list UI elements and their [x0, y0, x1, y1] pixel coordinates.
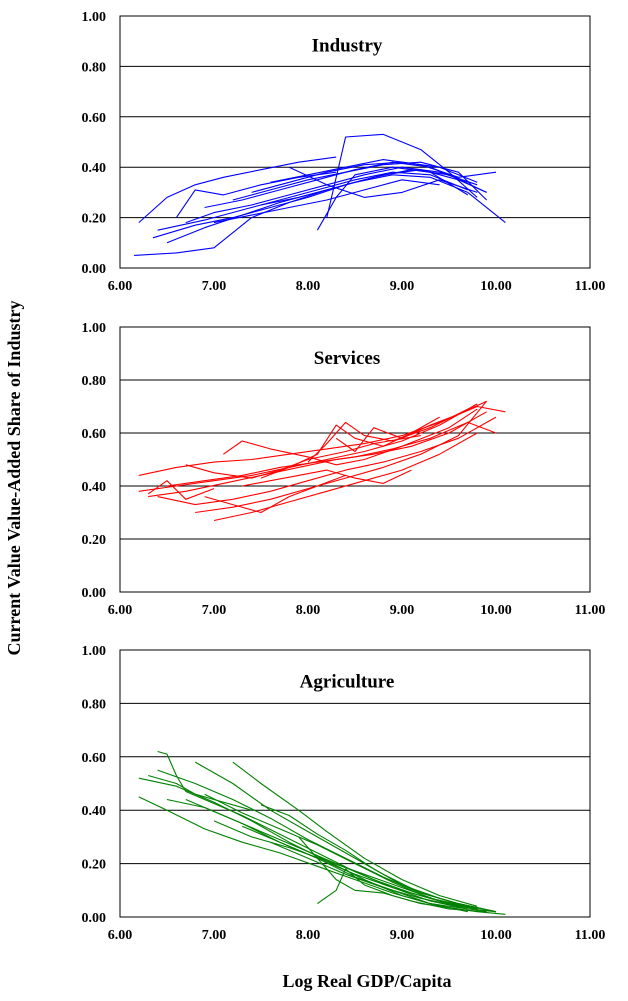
services-panel-title: Services — [314, 348, 380, 369]
industry-series-line-9 — [251, 161, 478, 193]
agriculture-series-line-5 — [194, 761, 497, 913]
agriculture-panel-title: Agriculture — [300, 671, 395, 692]
industry-series-line-1 — [138, 156, 337, 224]
agriculture-plot-frame — [119, 649, 591, 918]
industry-series-line-4 — [157, 171, 469, 231]
y-axis-label: Current Value Value-Added Share of Indus… — [4, 301, 24, 656]
industry-plot-frame — [119, 15, 591, 269]
agriculture-y-tick-label: 0.00 — [82, 911, 107, 926]
services-y-tick-label: 0.20 — [82, 533, 107, 548]
agriculture-series-line-7 — [232, 761, 478, 907]
industry-x-tick-label: 11.00 — [575, 279, 606, 294]
industry-series-line-14 — [213, 179, 440, 224]
services-series-line-2 — [138, 403, 478, 492]
services-y-tick-label: 0.00 — [82, 586, 107, 601]
industry-series-line-3 — [152, 169, 487, 239]
agriculture-series-line-2 — [138, 796, 497, 913]
industry-y-tick-label: 0.40 — [82, 161, 107, 176]
agriculture-panel: 0.00 0.20 0.40 0.60 0.80 1.00 6.00 7.00 8.00 9.00… — [82, 644, 606, 943]
industry-y-tick-label: 0.80 — [82, 60, 107, 75]
services-plot-frame — [119, 326, 591, 593]
agriculture-y-tick-label: 0.40 — [82, 804, 107, 819]
industry-panel-title: Industry — [312, 35, 383, 56]
agriculture-y-tick-label: 0.80 — [82, 697, 107, 712]
services-series-line-12 — [204, 474, 346, 514]
services-x-tick-label: 11.00 — [575, 603, 606, 618]
agriculture-y-tick-label: 1.00 — [82, 644, 107, 659]
industry-x-tick-label: 9.00 — [390, 279, 415, 294]
services-series-line-13 — [242, 469, 412, 487]
services-panel: 0.00 0.20 0.40 0.60 0.80 1.00 6.00 7.00 8.00 9.00… — [82, 321, 606, 618]
industry-series-line-13 — [316, 166, 469, 231]
x-axis-label: Log Real GDP/Capita — [283, 971, 452, 991]
services-series-line-8 — [223, 408, 478, 466]
agriculture-series-line-6 — [204, 793, 468, 910]
services-series-line-3 — [148, 411, 487, 498]
services-series-line-10 — [307, 408, 469, 463]
industry-series-line-7 — [204, 161, 469, 209]
services-x-tick-label: 9.00 — [390, 603, 415, 618]
agriculture-y-tick-label: 0.60 — [82, 751, 107, 766]
services-y-tick-label: 0.40 — [82, 480, 107, 495]
agriculture-series-line-13 — [185, 798, 487, 913]
agriculture-series-line-12 — [317, 868, 459, 910]
agriculture-series-line-4 — [157, 750, 468, 910]
agriculture-x-tick-label: 8.00 — [296, 928, 321, 943]
industry-y-tick-label: 0.20 — [82, 212, 107, 227]
agriculture-series-line-3 — [157, 769, 497, 913]
services-x-tick-label: 6.00 — [108, 603, 133, 618]
agriculture-x-tick-label: 10.00 — [480, 928, 512, 943]
industry-series-line-15 — [260, 169, 487, 206]
services-series-line-14 — [147, 480, 215, 500]
agriculture-series-line-16 — [148, 774, 252, 811]
agriculture-x-tick-label: 11.00 — [575, 928, 606, 943]
industry-x-tick-label: 7.00 — [202, 279, 227, 294]
industry-x-tick-label: 8.00 — [296, 279, 321, 294]
industry-x-tick-label: 10.00 — [480, 279, 512, 294]
services-series-line-7 — [213, 432, 478, 522]
agriculture-x-tick-label: 9.00 — [390, 928, 415, 943]
services-series-line-6 — [195, 400, 488, 514]
agriculture-series-line-15 — [270, 841, 459, 907]
agriculture-series-line-14 — [241, 825, 497, 913]
services-series-line-5 — [166, 421, 497, 487]
industry-y-tick-label: 0.00 — [82, 262, 107, 277]
services-x-tick-label: 7.00 — [202, 603, 227, 618]
agriculture-x-tick-label: 7.00 — [202, 928, 227, 943]
services-y-tick-label: 0.60 — [82, 427, 107, 442]
agriculture-y-tick-label: 0.20 — [82, 858, 107, 873]
industry-x-tick-label: 6.00 — [108, 279, 133, 294]
industry-series-line-16 — [175, 171, 337, 218]
services-x-tick-label: 10.00 — [480, 603, 512, 618]
industry-y-tick-label: 0.60 — [82, 111, 107, 126]
agriculture-series-line-9 — [260, 804, 478, 910]
services-series-line-15 — [185, 435, 421, 479]
agriculture-series-line-8 — [213, 820, 478, 910]
industry-series-line-8 — [232, 161, 487, 201]
industry-y-tick-label: 1.00 — [82, 10, 107, 25]
agriculture-x-tick-label: 6.00 — [108, 928, 133, 943]
services-y-tick-label: 1.00 — [82, 321, 107, 336]
services-y-tick-label: 0.80 — [82, 374, 107, 389]
industry-panel: 0.00 0.20 0.40 0.60 0.80 1.00 6.00 7.00 8.00 9.00… — [82, 10, 606, 294]
services-x-tick-label: 8.00 — [296, 603, 321, 618]
agriculture-series-line-11 — [298, 836, 487, 913]
industry-series-line-10 — [270, 159, 497, 183]
